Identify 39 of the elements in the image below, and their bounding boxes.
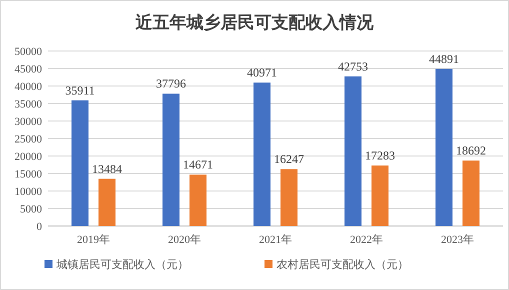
y-tick-label: 5000 bbox=[20, 204, 42, 216]
data-label: 13484 bbox=[92, 162, 122, 176]
x-tick-label: 2021年 bbox=[259, 234, 292, 246]
bar bbox=[162, 94, 180, 226]
x-tick-label: 2020年 bbox=[168, 234, 201, 246]
y-tick-label: 15000 bbox=[14, 168, 42, 180]
bar bbox=[462, 160, 480, 226]
x-tick-label: 2022年 bbox=[350, 234, 383, 246]
bar bbox=[344, 76, 362, 226]
data-label: 42753 bbox=[338, 59, 368, 74]
x-tick-label: 2023年 bbox=[441, 234, 474, 246]
data-label: 17283 bbox=[365, 148, 395, 163]
data-label: 16247 bbox=[274, 152, 304, 166]
bar bbox=[280, 169, 298, 226]
data-label: 35911 bbox=[65, 83, 95, 98]
y-tick-label: 20000 bbox=[14, 151, 42, 163]
y-tick-label: 0 bbox=[36, 221, 42, 233]
chart-title: 近五年城乡居民可支配收入情况 bbox=[134, 13, 374, 32]
legend-label: 农村居民可支配收入（元） bbox=[276, 258, 408, 271]
bar bbox=[254, 82, 270, 226]
y-tick-label: 30000 bbox=[14, 116, 42, 128]
x-tick-label: 2019年 bbox=[77, 234, 110, 246]
data-label: 14671 bbox=[183, 158, 213, 172]
bar bbox=[190, 174, 206, 226]
y-tick-label: 10000 bbox=[14, 186, 42, 198]
bar bbox=[372, 166, 388, 226]
data-label: 44891 bbox=[429, 52, 459, 66]
bar bbox=[436, 68, 452, 226]
legend-label: 城镇居民可支配收入（元） bbox=[56, 258, 188, 271]
data-label: 37796 bbox=[156, 76, 186, 91]
y-tick-label: 45000 bbox=[14, 64, 42, 76]
y-tick-label: 50000 bbox=[14, 46, 42, 58]
y-tick-label: 40000 bbox=[14, 81, 42, 93]
bar bbox=[72, 100, 88, 226]
data-label: 18692 bbox=[456, 144, 486, 158]
y-tick-label: 35000 bbox=[14, 98, 42, 110]
data-label: 40971 bbox=[247, 66, 277, 80]
y-tick-label: 25000 bbox=[14, 134, 42, 146]
bar bbox=[98, 178, 116, 226]
